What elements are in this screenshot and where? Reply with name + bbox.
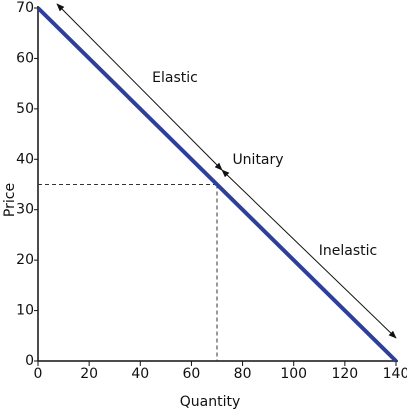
y-axis-label: Price (2, 183, 18, 217)
elastic-arrow (56, 3, 223, 171)
x-tick-label: 0 (34, 366, 43, 382)
annotation: Elastic (152, 70, 198, 86)
x-tick-label: 60 (183, 366, 201, 382)
annotation: Unitary (232, 152, 283, 168)
x-tick-label: 40 (131, 366, 149, 382)
y-tick-label: 70 (16, 0, 34, 16)
x-tick-label: 140 (383, 366, 407, 382)
demand-line (36, 6, 398, 363)
y-tick-label: 60 (16, 50, 34, 66)
y-tick-label: 50 (16, 101, 34, 117)
x-tick-label: 120 (331, 366, 358, 382)
x-axis-label: Quantity (180, 394, 241, 410)
y-tick-label: 40 (16, 151, 34, 167)
inelastic-arrow (221, 169, 397, 339)
y-tick-label: 30 (16, 202, 34, 218)
y-tick-label: 10 (16, 303, 34, 319)
x-tick-label: 100 (280, 366, 307, 382)
y-tick-label: 0 (25, 353, 34, 369)
annotation: Inelastic (319, 243, 377, 259)
x-tick-label: 80 (234, 366, 252, 382)
y-tick-label: 20 (16, 252, 34, 268)
x-tick-label: 20 (80, 366, 98, 382)
